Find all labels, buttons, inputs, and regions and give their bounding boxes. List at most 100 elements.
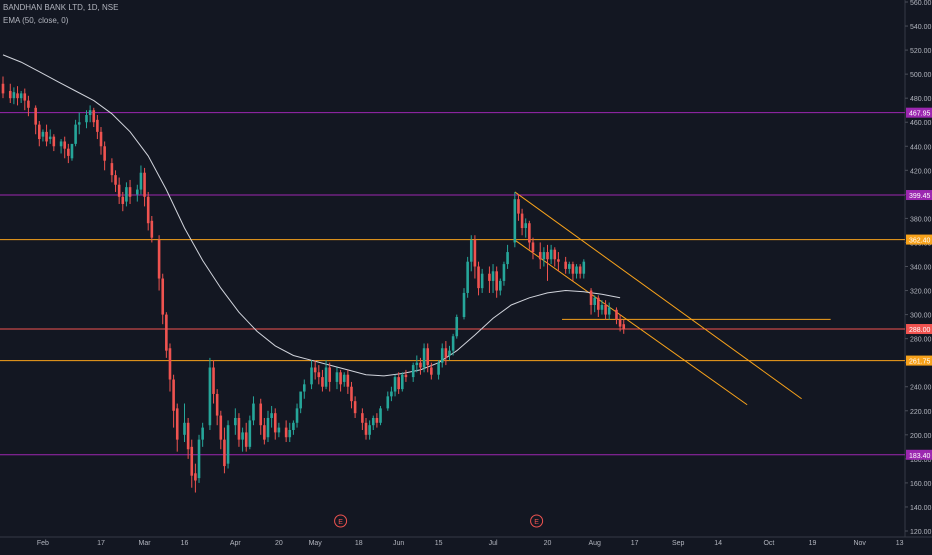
candle-body (437, 362, 440, 375)
level-price-label: 399.45 (909, 193, 931, 200)
candle-body (531, 242, 535, 253)
candle-body (324, 367, 328, 387)
x-tick-label: Feb (37, 540, 49, 547)
candle-body (150, 220, 154, 238)
candle-body (63, 141, 67, 149)
candle-body (448, 350, 451, 356)
candle-body (615, 309, 618, 320)
x-tick-label: May (309, 540, 323, 547)
candle-body (74, 124, 77, 144)
candle-body (16, 93, 19, 99)
earnings-event-marker[interactable] (530, 514, 544, 528)
candle-body (244, 432, 248, 447)
candle-body (70, 143, 74, 159)
candle-body (161, 278, 165, 315)
candle-body (564, 261, 567, 269)
y-tick-label: 320.00 (910, 289, 932, 296)
candle-body (361, 413, 364, 423)
x-tick-label: 17 (631, 540, 639, 547)
candle-body (241, 432, 244, 440)
y-tick-label: 140.00 (910, 505, 932, 512)
candle-body (201, 427, 204, 440)
y-tick-label: 180.00 (910, 457, 932, 464)
channel-trendline[interactable] (514, 191, 802, 400)
y-tick-label: 220.00 (910, 409, 932, 416)
candle-body (593, 297, 596, 305)
candle-body (578, 266, 582, 274)
y-tick-label: 160.00 (910, 481, 932, 488)
candle-body (252, 403, 255, 421)
candle-body (462, 292, 466, 317)
candle-body (12, 92, 16, 99)
candle-body (480, 273, 484, 289)
x-tick-label: Apr (230, 540, 242, 547)
candle-body (52, 136, 56, 147)
candle-body (103, 146, 106, 161)
ema-line (2, 54, 621, 377)
candle-body (582, 261, 586, 274)
candle-body (212, 367, 215, 394)
candle-body (321, 377, 324, 387)
candle-body (284, 427, 288, 438)
candle-body (440, 348, 444, 363)
candle-body (248, 420, 252, 447)
candle-body (139, 172, 143, 190)
level-price-tag (906, 107, 932, 118)
level-price-tag (906, 355, 932, 366)
candle-body (259, 403, 263, 426)
y-tick-label: 480.00 (910, 96, 932, 103)
candle-body (502, 264, 506, 281)
candle-body (215, 393, 219, 416)
channel-trendline[interactable] (514, 239, 748, 406)
x-tick-label: 13 (896, 540, 904, 547)
candle-body (622, 324, 626, 330)
candle-body (125, 187, 128, 202)
candle-body (223, 439, 226, 467)
earnings-event-marker[interactable] (334, 514, 348, 528)
candle-body (517, 199, 520, 214)
level-price-label: 183.40 (909, 453, 931, 460)
candle-body (444, 348, 448, 358)
candle-body (353, 401, 357, 414)
candle-body (273, 413, 277, 433)
earnings-event-label: E (338, 519, 343, 526)
candle-body (477, 266, 480, 289)
candle-body (190, 446, 194, 476)
candle-body (364, 422, 368, 435)
level-price-label: 288.00 (909, 327, 931, 334)
candle-body (455, 316, 459, 337)
candle-body (313, 367, 317, 373)
candle-body (350, 386, 353, 402)
candle-body (473, 240, 477, 267)
candle-body (219, 415, 223, 440)
candle-body (553, 249, 557, 260)
candle-body (317, 372, 321, 378)
candle-body (390, 391, 393, 397)
level-price-label: 362.40 (909, 238, 931, 245)
candle-body (23, 93, 27, 101)
candle-body (237, 417, 241, 440)
candle-body (404, 374, 408, 378)
candle-body (299, 391, 302, 409)
candle-body (41, 131, 45, 137)
candle-body (386, 396, 390, 409)
candle-body (292, 422, 295, 431)
candle-body (288, 430, 292, 438)
candle-body (146, 196, 150, 224)
x-tick-label: Jul (489, 540, 498, 547)
candle-body (96, 119, 99, 132)
candle-body (143, 172, 146, 197)
candle-body (77, 122, 81, 125)
candle-body (335, 372, 339, 382)
candle-body (520, 213, 524, 229)
candle-body (8, 90, 12, 99)
candle-body (397, 377, 400, 390)
candle-body (393, 377, 397, 392)
candle-body (419, 362, 422, 368)
candle-body (618, 319, 622, 327)
x-tick-label: 16 (181, 540, 189, 547)
candle-body (27, 100, 30, 108)
candle-body (208, 367, 212, 426)
